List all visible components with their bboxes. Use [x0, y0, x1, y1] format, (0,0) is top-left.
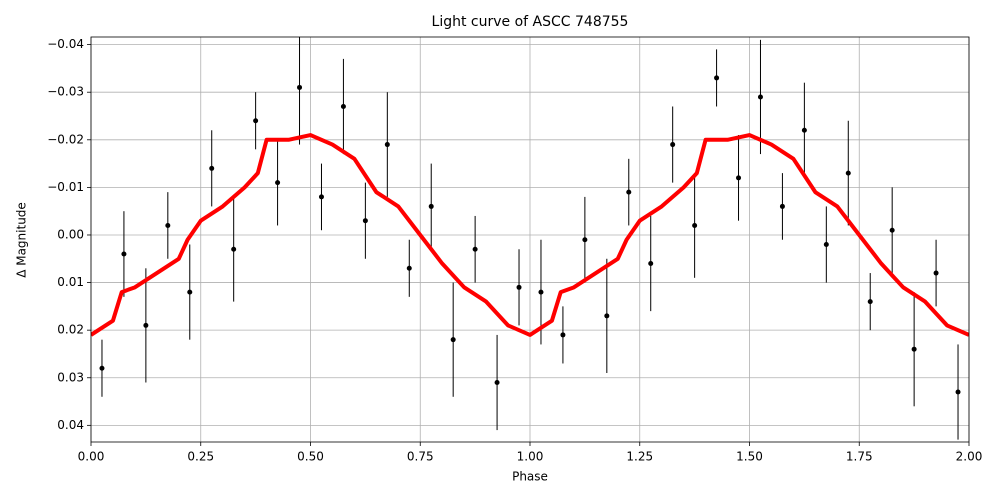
y-tick-label: −0.01: [47, 180, 84, 194]
data-point: [626, 189, 632, 195]
data-point: [538, 289, 544, 295]
x-tick-label: 0.75: [407, 450, 434, 464]
data-point: [143, 322, 149, 328]
data-point: [867, 299, 873, 305]
data-point: [121, 251, 127, 257]
data-point: [736, 175, 742, 181]
data-point: [318, 194, 324, 200]
data-point: [560, 332, 566, 338]
data-point: [757, 94, 763, 100]
data-point: [209, 165, 215, 171]
binned-curve: [91, 133, 969, 337]
data-point: [582, 237, 588, 243]
x-tick-label: 1.00: [517, 450, 544, 464]
chart-title: Light curve of ASCC 748755: [432, 14, 629, 30]
data-point: [670, 142, 676, 148]
data-point: [297, 84, 303, 90]
data-point: [384, 142, 390, 148]
data-point: [406, 265, 412, 271]
data-point: [648, 261, 654, 267]
data-point: [933, 270, 939, 276]
y-tick-label: 0.02: [57, 323, 84, 337]
y-tick-label: 0.03: [57, 370, 84, 384]
data-point: [714, 75, 720, 81]
data-point: [779, 203, 785, 209]
data-point: [340, 103, 346, 109]
x-tick-label: 0.00: [78, 450, 105, 464]
y-tick-label: −0.03: [47, 85, 84, 99]
data-point: [955, 389, 961, 395]
y-tick-label: −0.02: [47, 132, 84, 146]
data-point: [889, 227, 895, 233]
y-axis-label: Δ Magnitude: [15, 202, 29, 278]
data-point: [428, 203, 434, 209]
y-tick-label: 0.04: [57, 418, 84, 432]
data-point: [911, 346, 917, 352]
plot-area: [91, 37, 969, 440]
data-point: [801, 127, 807, 133]
x-tick-label: 1.50: [736, 450, 763, 464]
y-tick-label: 0.01: [57, 275, 84, 289]
y-tick-label: 0.00: [57, 227, 84, 241]
data-point: [494, 380, 500, 386]
grid: [90, 37, 970, 442]
data-point: [472, 246, 478, 252]
y-tick-label: −0.04: [47, 37, 84, 51]
x-tick-label: 0.25: [187, 450, 214, 464]
data-point: [692, 222, 698, 228]
x-tick-label: 1.75: [846, 450, 873, 464]
x-axis-label: Phase: [512, 470, 548, 484]
data-point: [823, 241, 829, 247]
data-point: [845, 170, 851, 176]
x-tick-label: 1.25: [626, 450, 653, 464]
data-point: [604, 313, 610, 319]
data-point: [99, 365, 105, 371]
data-point: [187, 289, 193, 295]
data-point: [450, 337, 456, 343]
data-point: [275, 180, 281, 186]
data-point: [516, 284, 522, 290]
data-point: [362, 218, 368, 224]
data-point: [231, 246, 237, 252]
x-tick-label: 2.00: [956, 450, 983, 464]
data-point: [253, 118, 259, 124]
x-tick-label: 0.50: [297, 450, 324, 464]
data-point: [165, 222, 171, 228]
